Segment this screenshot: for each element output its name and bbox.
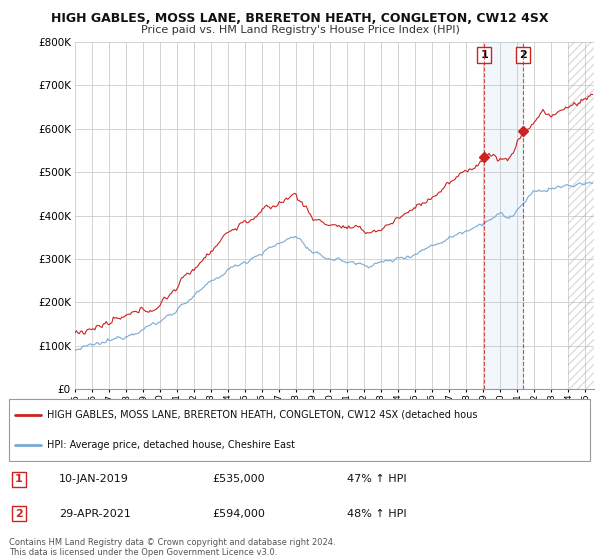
Text: 1: 1 [15, 474, 23, 484]
Text: HIGH GABLES, MOSS LANE, BRERETON HEATH, CONGLETON, CW12 4SX (detached hous: HIGH GABLES, MOSS LANE, BRERETON HEATH, … [47, 410, 478, 420]
Text: 10-JAN-2019: 10-JAN-2019 [59, 474, 129, 484]
Text: 2: 2 [519, 50, 527, 60]
Text: 48% ↑ HPI: 48% ↑ HPI [347, 508, 407, 519]
Text: 47% ↑ HPI: 47% ↑ HPI [347, 474, 407, 484]
Text: Contains HM Land Registry data © Crown copyright and database right 2024.
This d: Contains HM Land Registry data © Crown c… [9, 538, 335, 557]
Text: HPI: Average price, detached house, Cheshire East: HPI: Average price, detached house, Ches… [47, 440, 295, 450]
Text: Price paid vs. HM Land Registry's House Price Index (HPI): Price paid vs. HM Land Registry's House … [140, 25, 460, 35]
Bar [568, 42, 594, 389]
Bar [568, 42, 594, 389]
FancyBboxPatch shape [9, 399, 590, 461]
Text: £594,000: £594,000 [212, 508, 265, 519]
Bar [484, 42, 523, 389]
Text: £535,000: £535,000 [212, 474, 265, 484]
Text: 2: 2 [15, 508, 23, 519]
Text: HIGH GABLES, MOSS LANE, BRERETON HEATH, CONGLETON, CW12 4SX: HIGH GABLES, MOSS LANE, BRERETON HEATH, … [51, 12, 549, 25]
Text: 1: 1 [480, 50, 488, 60]
Text: 29-APR-2021: 29-APR-2021 [59, 508, 131, 519]
